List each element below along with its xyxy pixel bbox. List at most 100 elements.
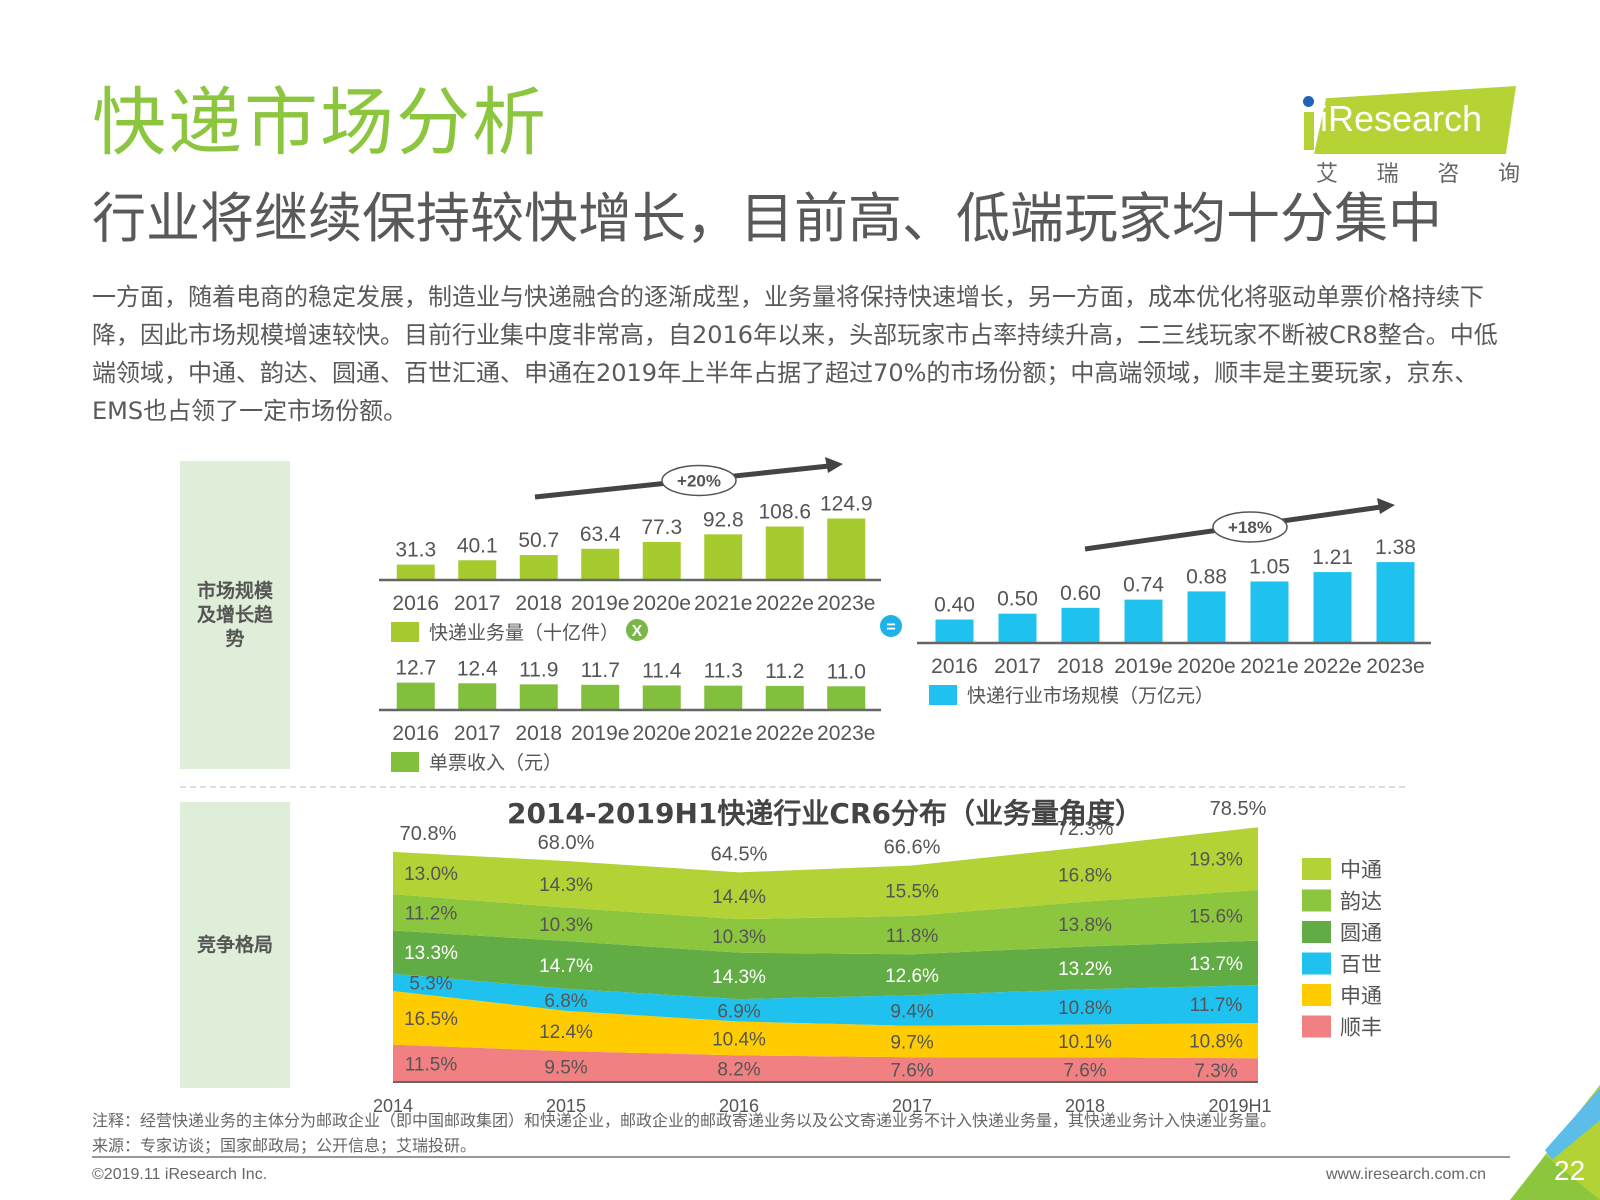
side-label-market-text: 市场规模及增长趋势 [196, 580, 273, 650]
legend-label: 快递行业市场规模（万亿元） [967, 685, 1214, 707]
segment-value-label: 7.6% [890, 1061, 933, 1082]
section-divider [180, 786, 1405, 788]
segment-value-label: 10.1% [1058, 1032, 1112, 1053]
area-zto [393, 827, 1258, 920]
legend-swatch [1302, 1015, 1331, 1038]
bar-value-label: 1.38 [1375, 536, 1416, 559]
segment-value-label: 10.3% [712, 927, 766, 948]
equals-icon [880, 615, 902, 637]
x-tick-label: 2017 [454, 722, 501, 745]
bar [1061, 607, 1100, 643]
bar-value-label: 63.4 [580, 523, 621, 546]
segment-value-label: 12.4% [539, 1022, 593, 1043]
x-tick-label: 2016 [719, 1096, 759, 1116]
segment-value-label: 10.8% [1189, 1032, 1243, 1053]
bar-value-label: 50.7 [518, 529, 559, 552]
bar [581, 684, 620, 710]
segment-value-label: 10.3% [539, 915, 593, 936]
unit-price-chart: 12.7 2016 12.4 2017 11.9 2018 11.7 2019e 11.4 202… [379, 657, 881, 774]
volume-chart: 31.3 2016 40.1 2017 50.7 2018 63.4 2019e 77.3 202… [379, 457, 881, 644]
logo-cn-char: 瑞 [1376, 162, 1399, 187]
bar-value-label: 11.7 [581, 659, 620, 682]
growth-bubble [661, 464, 737, 497]
bar-value-label: 92.8 [703, 508, 744, 531]
bar [765, 526, 804, 580]
bar-value-label: 11.9 [519, 658, 558, 681]
logo-i-stem [1304, 112, 1314, 150]
bar-value-label: 1.21 [1312, 546, 1353, 569]
segment-value-label: 11.8% [886, 926, 939, 947]
bar-value-label: 40.1 [457, 534, 498, 557]
segment-value-label: 6.9% [717, 1001, 760, 1022]
x-tick-label: 2022e [756, 592, 814, 615]
corner-decoration [1510, 1085, 1600, 1200]
area-best [393, 973, 1258, 1026]
segment-value-label: 5.3% [409, 973, 452, 994]
bar [704, 685, 743, 710]
x-tick-label: 2018 [515, 722, 562, 745]
segment-value-label: 6.8% [544, 991, 587, 1012]
legend-swatch [929, 685, 957, 705]
segment-value-label: 13.3% [404, 943, 458, 964]
legend-swatch [1302, 889, 1331, 912]
x-tick-label: 2022e [756, 722, 814, 745]
legend-swatch [1302, 858, 1331, 880]
logo-cn-char: 艾 [1316, 162, 1339, 187]
segment-value-label: 19.3% [1189, 850, 1243, 871]
bar-value-label: 108.6 [758, 501, 811, 524]
bar-value-label: 11.4 [642, 659, 682, 682]
bar-value-label: 11.3 [704, 660, 743, 683]
legend-swatch [1302, 984, 1331, 1006]
legend-swatch [1302, 952, 1331, 975]
body-paragraph: 一方面，随着电商的稳定发展，制造业与快递融合的逐渐成型，业务量将保持快速增长，另… [92, 283, 1498, 425]
x-tick-label: 2016 [931, 655, 978, 678]
legend-label: 申通 [1340, 984, 1382, 1008]
segment-value-label: 12.6% [885, 966, 939, 987]
x-tick-label: 2016 [392, 722, 439, 745]
corner-blue [1545, 1088, 1600, 1160]
area-yunda [393, 889, 1258, 955]
bar-value-label: 0.40 [934, 594, 975, 617]
x-tick-label: 2018 [1065, 1096, 1105, 1116]
website-link[interactable]: www.iresearch.com.cn [1326, 1166, 1487, 1183]
segment-value-label: 7.3% [1194, 1061, 1237, 1082]
x-tick-label: 2022e [1303, 655, 1361, 678]
segment-value-label: 16.5% [404, 1009, 458, 1030]
bar-value-label: 11.2 [765, 660, 804, 683]
segment-value-label: 13.7% [1189, 954, 1243, 975]
segment-value-label: 14.3% [712, 967, 766, 988]
legend-swatch [1302, 921, 1331, 943]
legend-label: 中通 [1340, 858, 1382, 882]
market-size-chart: 0.40 2016 0.50 2017 0.60 2018 0.74 2019e 0.88 202… [917, 498, 1431, 707]
total-share-label: 78.5% [1210, 798, 1267, 820]
x-tick-label: 2021e [1240, 655, 1298, 678]
x-tick-label: 2019H1 [1208, 1096, 1271, 1116]
bar [519, 684, 558, 710]
bar-value-label: 12.4 [457, 657, 498, 680]
bar [581, 548, 620, 580]
x-tick-label: 2023e [1366, 655, 1424, 678]
legend-label: 顺丰 [1340, 1016, 1382, 1040]
bar-value-label: 77.3 [641, 516, 682, 539]
page-title: 快递市场分析 [92, 80, 548, 166]
arrow-head-icon [825, 457, 843, 473]
legend-label: 快递业务量（十亿件） [429, 622, 619, 644]
segment-value-label: 11.2% [405, 903, 458, 924]
arrow-head-icon [1377, 498, 1395, 514]
bar [827, 686, 866, 710]
growth-bubble [1212, 511, 1288, 543]
segment-value-label: 10.4% [712, 1029, 766, 1050]
cr6-area-chart: 2014-2019H1快递行业CR6分布（业务量角度） 11.5% 9.5% 8.2%… [373, 797, 1382, 1116]
bar [1313, 572, 1352, 643]
legend-label: 韵达 [1340, 890, 1382, 914]
bar [935, 619, 974, 643]
footnote: 注释：经营快递业务的主体分为邮政企业（即中国邮政集团）和快递企业，邮政企业的邮政… [92, 1111, 1277, 1130]
x-tick-label: 2017 [994, 655, 1041, 678]
segment-value-label: 9.7% [890, 1033, 933, 1054]
bar [998, 613, 1037, 643]
x-tick-label: 2019e [1114, 655, 1172, 678]
iresearch-logo: iResearch 艾 瑞 咨 询 [1300, 84, 1520, 187]
bar [642, 541, 681, 580]
x-tick-label: 2019e [571, 592, 629, 615]
